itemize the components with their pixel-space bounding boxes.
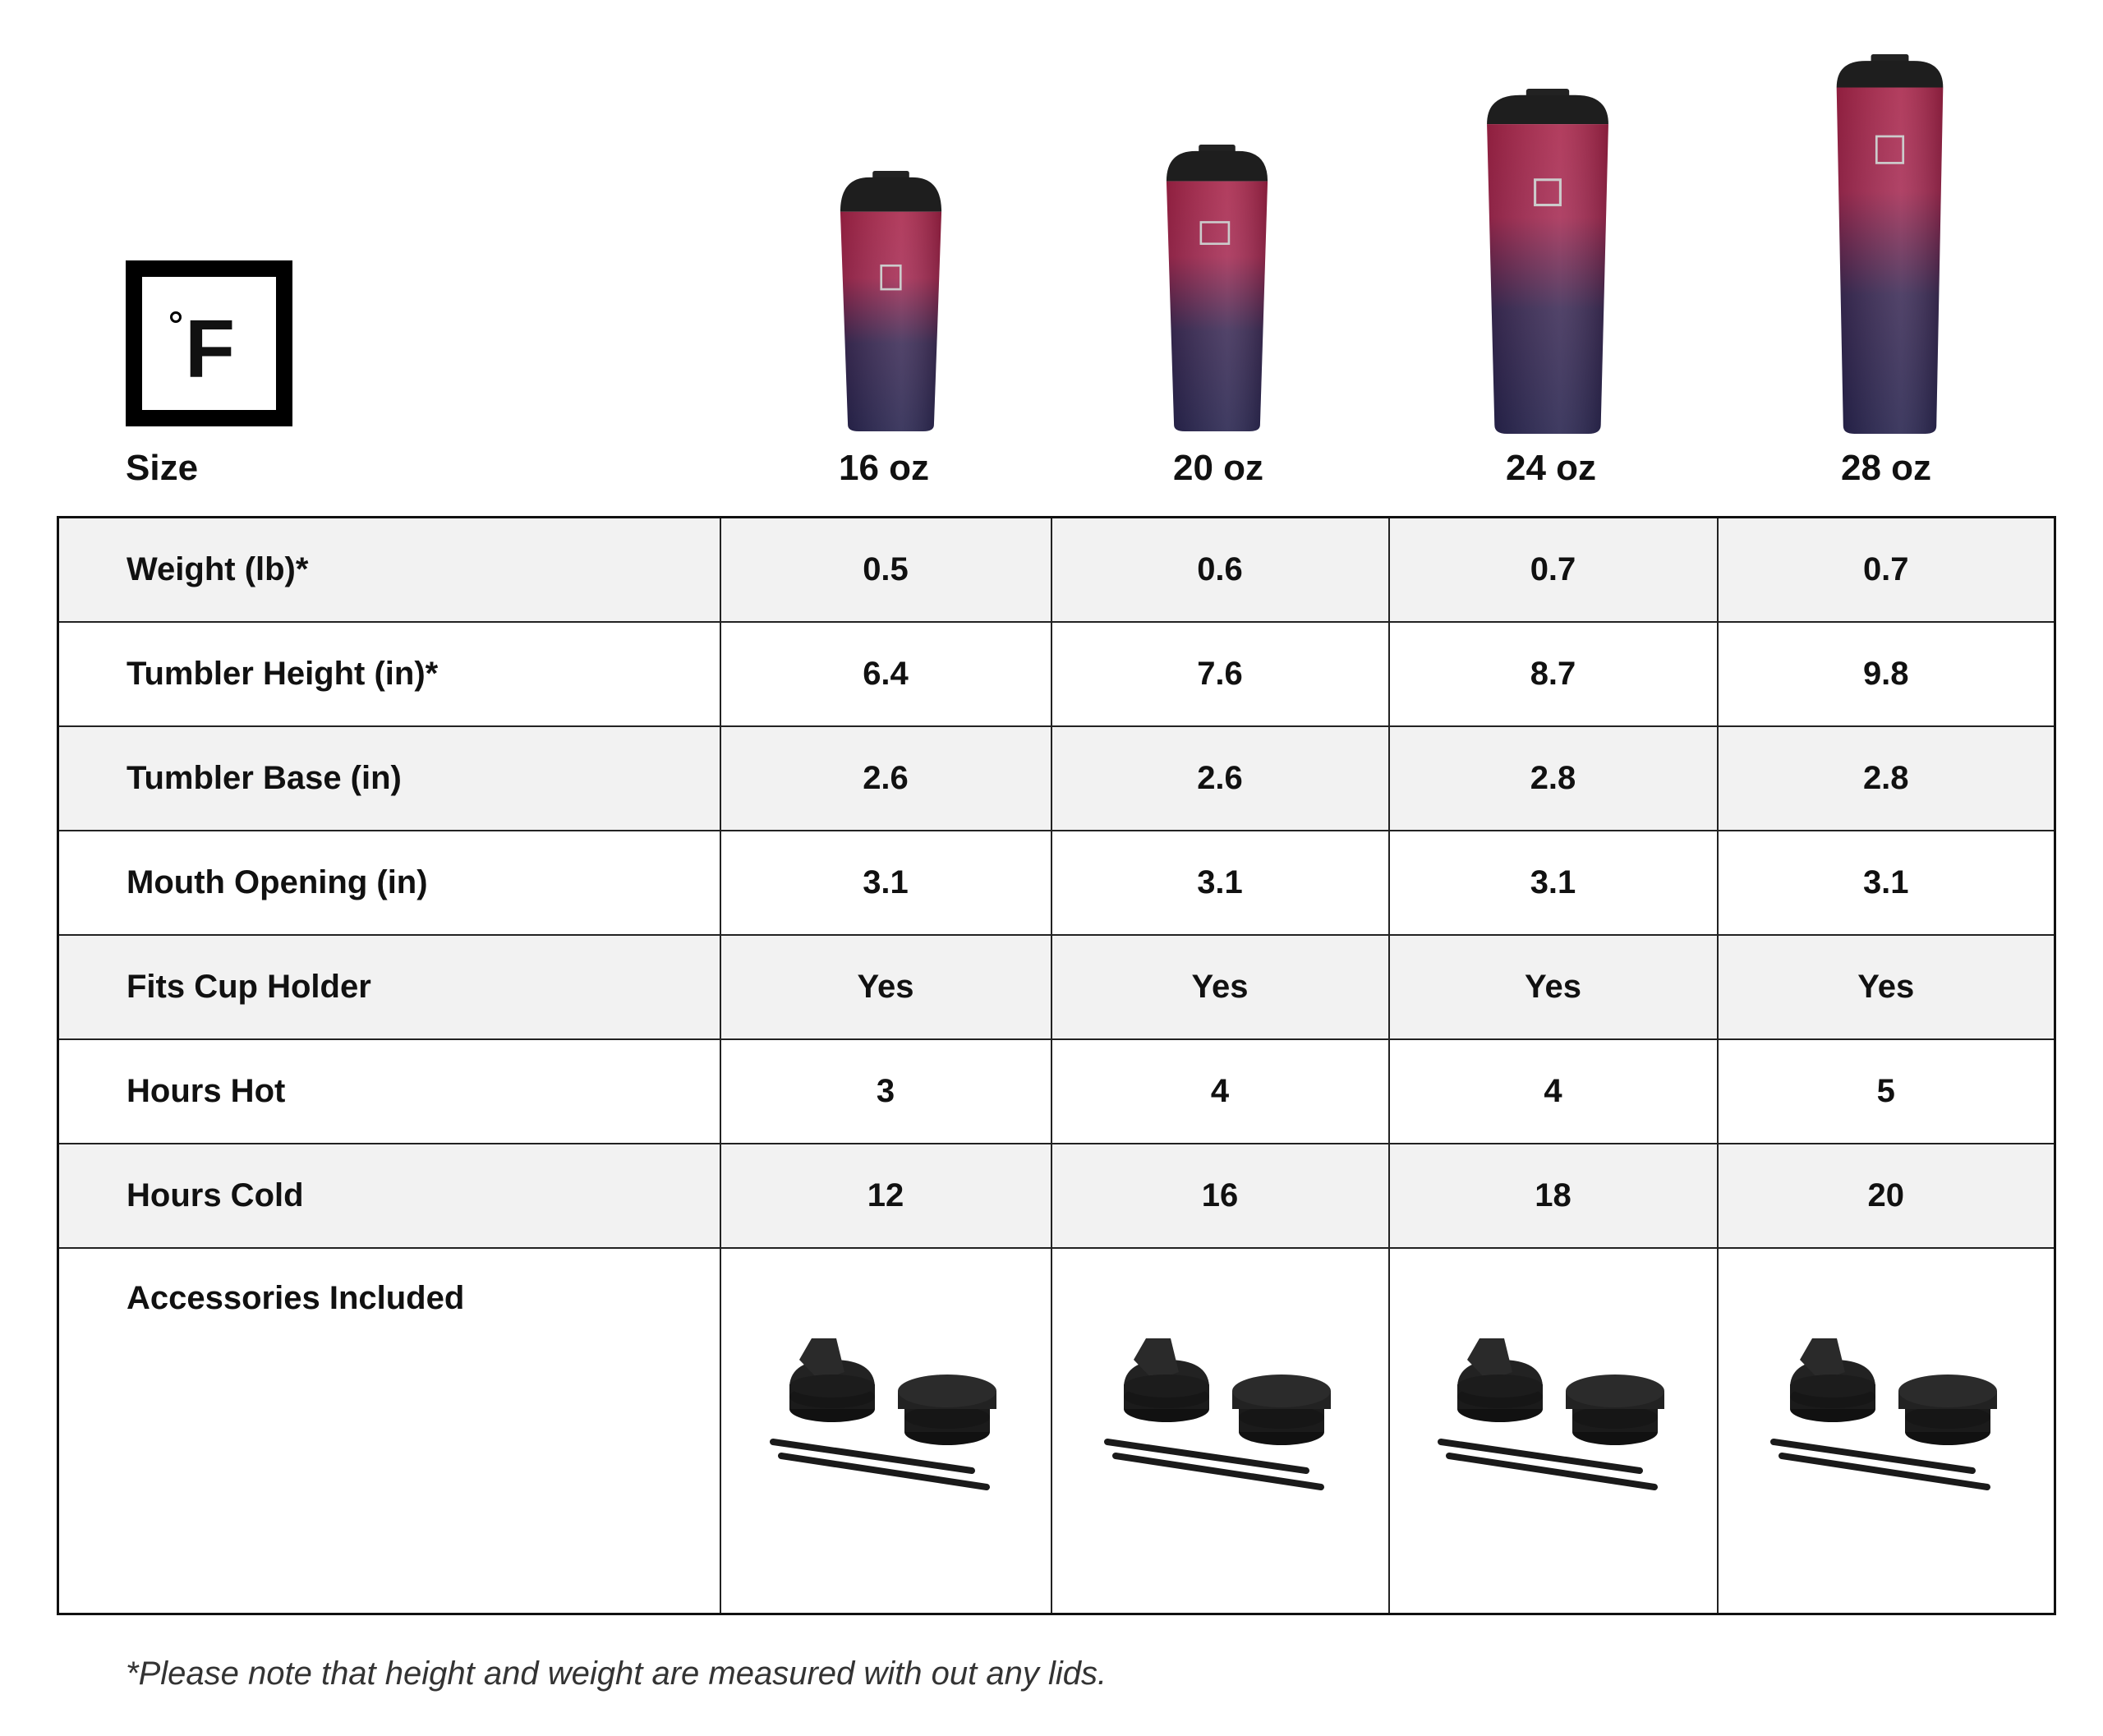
cell-value: 3: [719, 1038, 1052, 1144]
cell-value: 0.7: [1387, 516, 1719, 623]
cell-value: 4: [1387, 1038, 1719, 1144]
cell-value: 3.1: [1050, 829, 1390, 936]
row-label: Hours Hot: [57, 1038, 721, 1144]
row-label: Hours Cold: [57, 1142, 721, 1249]
table-row: Tumbler Base (in) 2.6 2.6 2.8 2.8: [57, 725, 2056, 831]
cell-value: 0.5: [719, 516, 1052, 623]
accessories-image: [1437, 1338, 1664, 1490]
cell-value: 2.8: [1716, 725, 2056, 831]
size-20oz: 20 oz: [1172, 448, 1264, 488]
screw-lid-icon: [1565, 1374, 1664, 1445]
row-label: Accessories Included: [57, 1246, 721, 1615]
size-28oz: 28 oz: [1840, 448, 1932, 488]
accessories-image: [1104, 1338, 1331, 1490]
screw-lid-icon: [1232, 1374, 1331, 1445]
straw-icon: [770, 1438, 990, 1490]
cell-value: 3.1: [1387, 829, 1719, 936]
screw-lid-icon: [1898, 1374, 1997, 1445]
accessories-cell: [719, 1246, 1052, 1615]
table-row: Weight (lb)* 0.5 0.6 0.7 0.7: [57, 516, 2056, 623]
cell-value: 0.7: [1716, 516, 2056, 623]
cell-value: 5: [1716, 1038, 2056, 1144]
flip-lid-icon: [1124, 1338, 1209, 1422]
tumbler-20oz-image: [1166, 145, 1268, 431]
accessories-cell: [1387, 1246, 1719, 1615]
straw-icon: [1769, 1438, 1990, 1490]
cell-value: 4: [1050, 1038, 1390, 1144]
row-label: Mouth Opening (in): [57, 829, 721, 936]
cell-value: 2.6: [1050, 725, 1390, 831]
cell-value: 9.8: [1716, 620, 2056, 727]
accessories-image: [1769, 1338, 1997, 1490]
cell-value: 0.6: [1050, 516, 1390, 623]
straw-icon: [1437, 1438, 1658, 1490]
screw-lid-icon: [898, 1374, 996, 1445]
straw-icon: [1104, 1438, 1324, 1490]
table-row: Mouth Opening (in) 3.1 3.1 3.1 3.1: [57, 829, 2056, 936]
logo-f: F: [185, 303, 236, 395]
cell-value: Yes: [1050, 933, 1390, 1040]
flip-lid-icon: [1789, 1338, 1875, 1422]
table-row: Hours Hot 3 4 4 5: [57, 1038, 2056, 1144]
cell-value: 18: [1387, 1142, 1719, 1249]
accessories-image: [770, 1338, 996, 1490]
flip-lid-icon: [1456, 1338, 1543, 1422]
flip-lid-icon: [789, 1338, 875, 1422]
size-header: Size: [126, 448, 199, 488]
cell-value: 6.4: [719, 620, 1052, 727]
table-row: Fits Cup Holder Yes Yes Yes Yes: [57, 933, 2056, 1040]
row-label: Tumbler Height (in)*: [57, 620, 721, 727]
cell-value: 3.1: [719, 829, 1052, 936]
cell-value: 16: [1050, 1142, 1390, 1249]
row-label: Fits Cup Holder: [57, 933, 721, 1040]
tumbler-28oz-image: [1836, 54, 1944, 434]
spec-table: Weight (lb)* 0.5 0.6 0.7 0.7 Tumbler Height (…: [57, 516, 2056, 1615]
cell-value: Yes: [1716, 933, 2056, 1040]
cell-value: 2.8: [1387, 725, 1719, 831]
accessories-cell: [1716, 1246, 2056, 1615]
cell-value: 3.1: [1716, 829, 2056, 936]
brand-logo: F: [126, 260, 292, 426]
accessories-row: Accessories Included: [57, 1246, 2056, 1615]
size-16oz: 16 oz: [838, 448, 930, 488]
cell-value: 20: [1716, 1142, 2056, 1249]
table-row: Hours Cold 12 16 18 20: [57, 1142, 2056, 1249]
row-label: Tumbler Base (in): [57, 725, 721, 831]
logo-degree: [170, 311, 182, 323]
cell-value: 2.6: [719, 725, 1052, 831]
tumbler-16oz-image: [840, 171, 942, 431]
cell-value: 8.7: [1387, 620, 1719, 727]
accessories-cell: [1050, 1246, 1390, 1615]
tumbler-24oz-image: [1487, 89, 1608, 434]
cell-value: 7.6: [1050, 620, 1390, 727]
row-label: Weight (lb)*: [57, 516, 721, 623]
cell-value: Yes: [719, 933, 1052, 1040]
size-24oz: 24 oz: [1505, 448, 1597, 488]
cell-value: 12: [719, 1142, 1052, 1249]
footnote: *Please note that height and weight are …: [126, 1655, 1107, 1692]
cell-value: Yes: [1387, 933, 1719, 1040]
table-row: Tumbler Height (in)* 6.4 7.6 8.7 9.8: [57, 620, 2056, 727]
